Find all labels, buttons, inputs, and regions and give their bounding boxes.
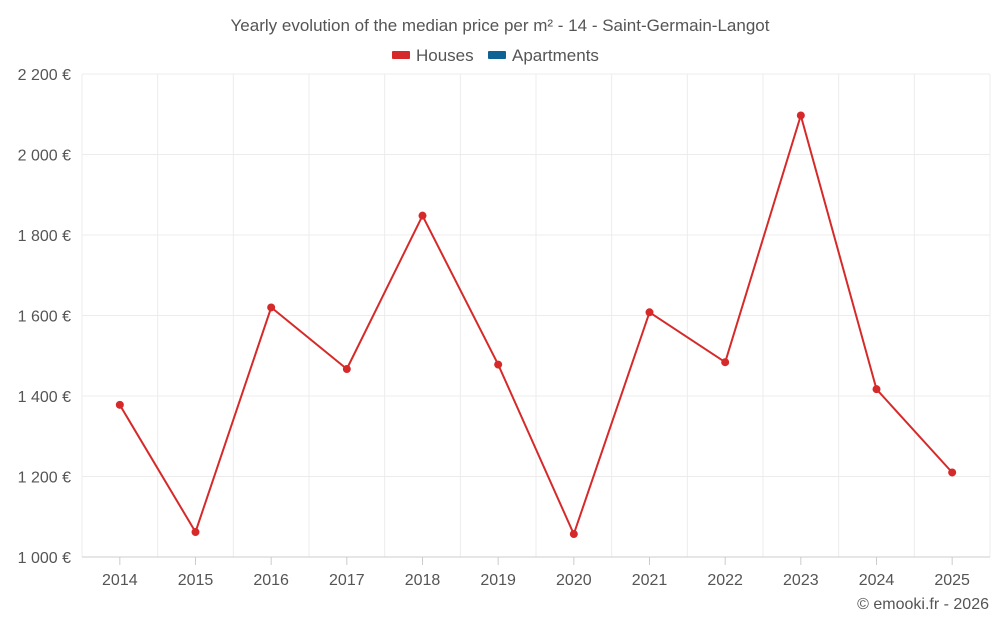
x-tick-label: 2018 (405, 572, 441, 589)
x-gridlines (81, 74, 991, 557)
x-axis-labels: 2014 2015 2016 2017 2018 2019 2020 2021 2022 2023… (102, 572, 970, 589)
houses-point-2020[interactable] (569, 530, 578, 539)
houses-point-2022[interactable] (721, 358, 730, 367)
houses-point-2017[interactable] (342, 365, 351, 374)
houses-point-2024[interactable] (872, 385, 881, 394)
x-axis-ticks (119, 557, 953, 565)
y-tick-label: 1 200 € (18, 470, 71, 487)
houses-point-2023[interactable] (796, 111, 805, 120)
houses-point-2018[interactable] (418, 211, 427, 220)
legend-item-apartments[interactable]: Apartments (488, 46, 599, 65)
y-tick-label: 1 000 € (18, 550, 71, 567)
series-houses (115, 111, 957, 539)
x-tick-label: 2021 (632, 572, 668, 589)
y-tick-label: 2 200 € (18, 67, 71, 84)
legend-swatch-apartments (488, 51, 506, 59)
credit-text: © emooki.fr - 2026 (857, 596, 989, 613)
x-tick-label: 2020 (556, 572, 592, 589)
x-tick-label: 2024 (859, 572, 895, 589)
chart-title: Yearly evolution of the median price per… (231, 16, 770, 35)
x-tick-label: 2023 (783, 572, 819, 589)
legend: Houses Apartments (392, 46, 599, 65)
legend-label-apartments: Apartments (512, 46, 599, 65)
houses-point-2021[interactable] (645, 308, 654, 317)
legend-label-houses: Houses (416, 46, 474, 65)
x-tick-label: 2025 (934, 572, 970, 589)
houses-line (118, 114, 953, 536)
houses-point-2014[interactable] (115, 400, 124, 409)
houses-point-2016[interactable] (267, 303, 276, 312)
houses-point-2025[interactable] (948, 468, 957, 477)
houses-point-2015[interactable] (191, 528, 200, 537)
x-tick-label: 2017 (329, 572, 365, 589)
x-tick-label: 2015 (178, 572, 214, 589)
legend-item-houses[interactable]: Houses (392, 46, 474, 65)
y-tick-label: 1 800 € (18, 228, 71, 245)
y-tick-label: 1 400 € (18, 389, 71, 406)
x-tick-label: 2016 (253, 572, 289, 589)
legend-swatch-houses (392, 51, 410, 59)
houses-point-2019[interactable] (494, 360, 503, 369)
x-tick-label: 2019 (480, 572, 516, 589)
x-tick-label: 2014 (102, 572, 138, 589)
y-axis-labels: 1 000 € 1 200 € 1 400 € 1 600 € 1 800 € 2 000… (18, 67, 71, 567)
y-tick-label: 2 000 € (18, 148, 71, 165)
x-tick-label: 2022 (707, 572, 743, 589)
y-tick-label: 1 600 € (18, 309, 71, 326)
